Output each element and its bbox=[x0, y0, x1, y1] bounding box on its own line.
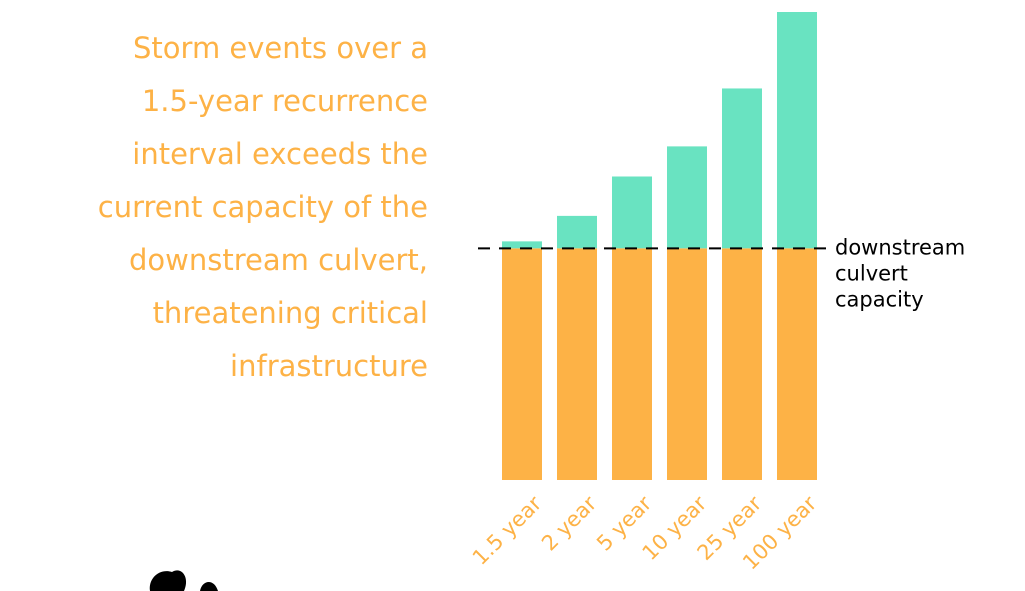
description-line: Storm events over a bbox=[133, 31, 428, 65]
bar-segment bbox=[777, 248, 817, 480]
bar-segment bbox=[667, 146, 707, 248]
reference-label: downstream bbox=[835, 235, 965, 259]
bar-segment bbox=[722, 88, 762, 248]
bar-segment bbox=[557, 216, 597, 248]
bar-segment bbox=[612, 176, 652, 248]
description-line: 1.5-year recurrence bbox=[142, 84, 428, 118]
bar-segment bbox=[557, 248, 597, 480]
chart: Storm events over a 1.5-year recurrence in… bbox=[0, 0, 1025, 591]
page: Storm events over a 1.5-year recurrence in… bbox=[0, 0, 1025, 591]
decoration-icon bbox=[150, 570, 218, 591]
description-line: infrastructure bbox=[230, 349, 428, 383]
bar-segment bbox=[612, 248, 652, 480]
bar-segment bbox=[722, 248, 762, 480]
bar-segment bbox=[777, 12, 817, 248]
reference-label: capacity bbox=[835, 287, 924, 311]
description-line: interval exceeds the bbox=[132, 137, 428, 171]
x-tick-label: 1.5 year bbox=[468, 491, 547, 570]
description-line: downstream culvert, bbox=[129, 243, 428, 277]
bar-segment bbox=[502, 248, 542, 480]
description-line: threatening critical bbox=[153, 296, 428, 330]
bar-segment bbox=[502, 241, 542, 248]
reference-label: culvert bbox=[835, 261, 908, 285]
description-line: current capacity of the bbox=[98, 190, 428, 224]
bar-segment bbox=[667, 248, 707, 480]
x-tick-label: 2 year bbox=[537, 491, 602, 556]
